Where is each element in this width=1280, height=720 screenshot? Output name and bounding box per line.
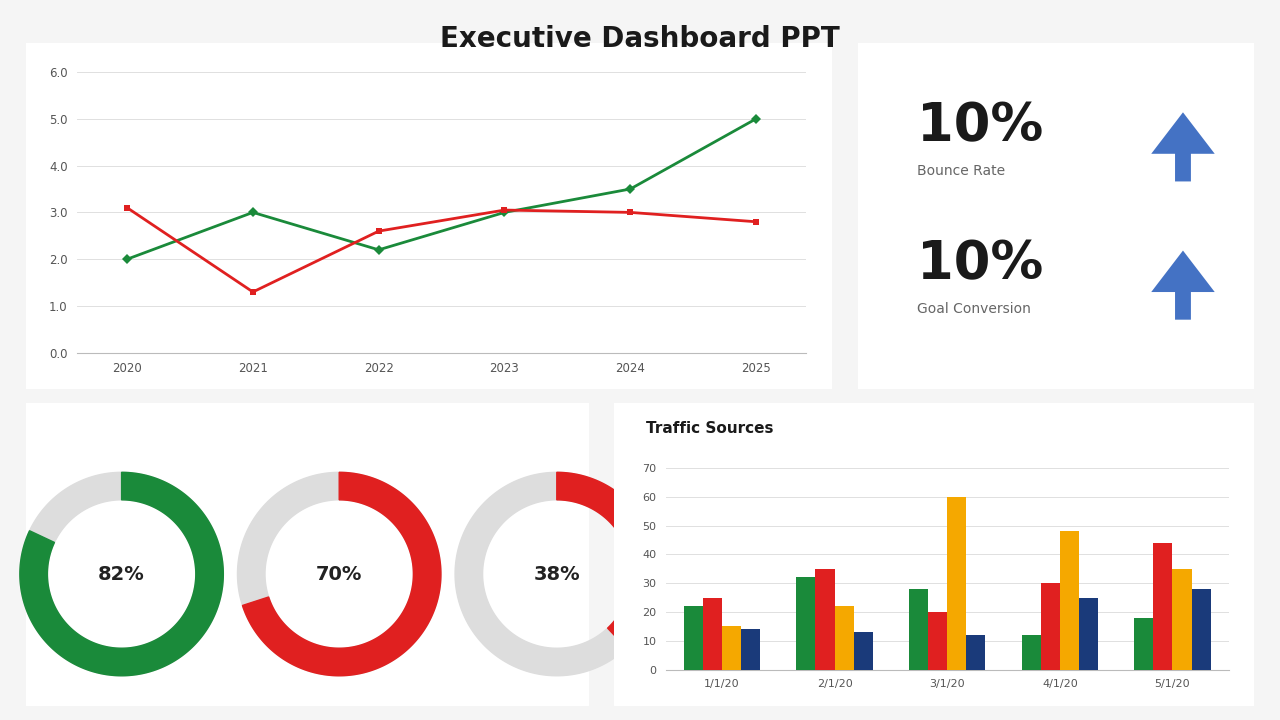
Text: Executive Dashboard PPT: Executive Dashboard PPT — [440, 25, 840, 53]
Text: 82%: 82% — [99, 564, 145, 583]
Bar — [1172, 569, 1192, 670]
Bar — [1041, 583, 1060, 670]
Polygon shape — [456, 472, 658, 676]
Text: Bounce Rate: Bounce Rate — [916, 164, 1005, 178]
Bar — [815, 569, 835, 670]
Bar — [966, 635, 986, 670]
Bar — [1079, 598, 1098, 670]
Bar — [796, 577, 815, 670]
Polygon shape — [1151, 112, 1215, 181]
Text: 10%: 10% — [916, 100, 1043, 152]
Bar — [835, 606, 854, 670]
Bar — [722, 626, 741, 670]
Text: 10%: 10% — [916, 238, 1043, 290]
Bar — [1021, 635, 1041, 670]
Bar — [684, 606, 703, 670]
FancyBboxPatch shape — [612, 402, 1258, 707]
Bar — [703, 598, 722, 670]
Text: Goal Conversion: Goal Conversion — [916, 302, 1030, 316]
Bar — [741, 629, 760, 670]
Polygon shape — [20, 472, 223, 676]
Bar — [909, 589, 928, 670]
FancyBboxPatch shape — [22, 42, 836, 390]
Polygon shape — [238, 472, 440, 676]
Bar — [854, 632, 873, 670]
Bar — [1060, 531, 1079, 670]
Text: Traffic Sources: Traffic Sources — [646, 421, 774, 436]
Bar — [928, 612, 947, 670]
Polygon shape — [242, 472, 440, 676]
Polygon shape — [20, 472, 223, 676]
Text: 70%: 70% — [316, 564, 362, 583]
Bar — [1134, 618, 1153, 670]
Bar — [1153, 543, 1172, 670]
Polygon shape — [557, 472, 658, 648]
Bar — [1192, 589, 1211, 670]
Text: 38%: 38% — [534, 564, 580, 583]
FancyBboxPatch shape — [855, 42, 1257, 390]
FancyBboxPatch shape — [23, 402, 591, 707]
Bar — [947, 497, 966, 670]
Polygon shape — [1151, 251, 1215, 320]
